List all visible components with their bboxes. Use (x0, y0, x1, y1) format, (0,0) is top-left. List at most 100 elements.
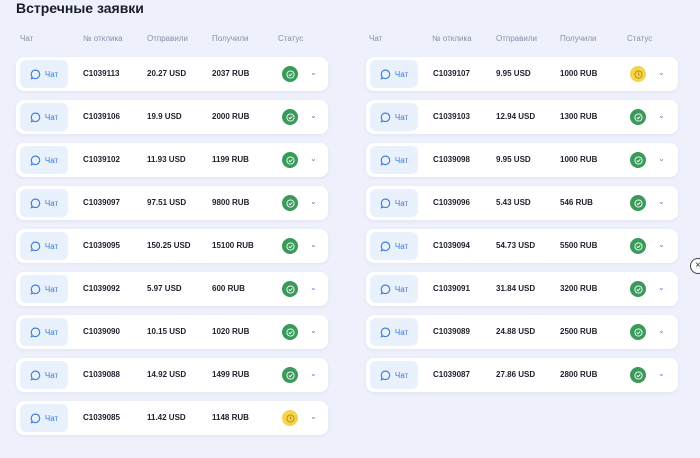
close-icon[interactable]: × (690, 258, 700, 274)
chevron-down-icon[interactable]: ⌄ (310, 68, 317, 77)
chat-label: Чат (394, 327, 409, 337)
chevron-down-icon[interactable]: ⌄ (658, 283, 665, 292)
sent-amount: 5.97 USD (147, 284, 182, 293)
chevron-down-icon[interactable]: ⌄ (658, 68, 665, 77)
chat-button[interactable]: Чат (20, 232, 68, 260)
chat-bubble-icon (380, 198, 391, 209)
sent-amount: 12.94 USD (496, 112, 536, 121)
response-number: C1039098 (433, 155, 470, 164)
chat-button[interactable]: Чат (370, 189, 418, 217)
chevron-down-icon[interactable]: ⌄ (658, 240, 665, 249)
chevron-down-icon[interactable]: ⌄ (310, 111, 317, 120)
page-title: Встречные заявки (16, 0, 144, 16)
chat-button[interactable]: Чат (370, 60, 418, 88)
received-amount: 1148 RUB (212, 413, 249, 422)
chat-button[interactable]: Чат (370, 232, 418, 260)
column-header-response-number: № отклика (83, 34, 123, 43)
chevron-down-icon[interactable]: ⌄ (658, 111, 665, 120)
table-row[interactable]: Чат C1039102 11.93 USD 1199 RUB ⌄ (16, 143, 328, 177)
chat-button[interactable]: Чат (370, 146, 418, 174)
table-row[interactable]: Чат C1039085 11.42 USD 1148 RUB ⌄ (16, 401, 328, 435)
table-row[interactable]: Чат C1039097 97.51 USD 9800 RUB ⌄ (16, 186, 328, 220)
column-header-chat: Чат (20, 34, 34, 43)
column-header-received: Получили (560, 34, 597, 43)
chat-bubble-icon (380, 327, 391, 338)
response-number: C1039091 (433, 284, 470, 293)
column-header-received: Получили (212, 34, 249, 43)
table-row[interactable]: Чат C1039087 27.86 USD 2800 RUB ⌄ (366, 358, 678, 392)
chat-bubble-icon (380, 155, 391, 166)
chat-bubble-icon (30, 370, 41, 381)
sent-amount: 97.51 USD (147, 198, 187, 207)
column-header-sent: Отправили (147, 34, 188, 43)
chat-button[interactable]: Чат (20, 404, 68, 432)
chevron-down-icon[interactable]: ⌄ (310, 283, 317, 292)
table-row[interactable]: Чат C1039092 5.97 USD 600 RUB ⌄ (16, 272, 328, 306)
table-row[interactable]: Чат C1039094 54.73 USD 5500 RUB ⌄ (366, 229, 678, 263)
response-number: C1039095 (83, 241, 120, 250)
table-row[interactable]: Чат C1039113 20.27 USD 2037 RUB ⌄ (16, 57, 328, 91)
response-number: C1039106 (83, 112, 120, 121)
chat-button[interactable]: Чат (370, 103, 418, 131)
check-circle-icon (282, 195, 298, 211)
chevron-down-icon[interactable]: ⌄ (310, 197, 317, 206)
sent-amount: 14.92 USD (147, 370, 187, 379)
response-number: C1039113 (83, 69, 120, 78)
table-row[interactable]: Чат C1039103 12.94 USD 1300 RUB ⌄ (366, 100, 678, 134)
chevron-down-icon[interactable]: ⌄ (310, 326, 317, 335)
chat-button[interactable]: Чат (370, 318, 418, 346)
sent-amount: 24.88 USD (496, 327, 536, 336)
table-row[interactable]: Чат C1039090 10.15 USD 1020 RUB ⌄ (16, 315, 328, 349)
check-circle-icon (282, 324, 298, 340)
chat-label: Чат (394, 198, 409, 208)
chevron-down-icon[interactable]: ⌄ (310, 412, 317, 421)
chat-button[interactable]: Чат (20, 275, 68, 303)
table-row[interactable]: Чат C1039106 19.9 USD 2000 RUB ⌄ (16, 100, 328, 134)
sent-amount: 10.15 USD (147, 327, 187, 336)
chat-button[interactable]: Чат (370, 275, 418, 303)
table-row[interactable]: Чат C1039089 24.88 USD 2500 RUB ⌄ (366, 315, 678, 349)
chevron-down-icon[interactable]: ⌄ (310, 369, 317, 378)
received-amount: 5500 RUB (560, 241, 598, 250)
table-row[interactable]: Чат C1039095 150.25 USD 15100 RUB ⌄ (16, 229, 328, 263)
table-row[interactable]: Чат C1039088 14.92 USD 1499 RUB ⌄ (16, 358, 328, 392)
received-amount: 1000 RUB (560, 69, 598, 78)
chat-button[interactable]: Чат (20, 361, 68, 389)
chat-bubble-icon (30, 327, 41, 338)
chat-button[interactable]: Чат (20, 146, 68, 174)
chat-button[interactable]: Чат (20, 103, 68, 131)
chat-button[interactable]: Чат (20, 318, 68, 346)
chat-button[interactable]: Чат (20, 189, 68, 217)
chat-button[interactable]: Чат (20, 60, 68, 88)
sent-amount: 150.25 USD (147, 241, 191, 250)
chevron-down-icon[interactable]: ⌄ (658, 369, 665, 378)
table-row[interactable]: Чат C1039096 5.43 USD 546 RUB ⌄ (366, 186, 678, 220)
response-number: C1039107 (433, 69, 470, 78)
chevron-down-icon[interactable]: ⌄ (658, 326, 665, 335)
chat-label: Чат (394, 241, 409, 251)
received-amount: 3200 RUB (560, 284, 598, 293)
table-row[interactable]: Чат C1039091 31.84 USD 3200 RUB ⌄ (366, 272, 678, 306)
chat-bubble-icon (380, 69, 391, 80)
chevron-down-icon[interactable]: ⌄ (310, 154, 317, 163)
check-circle-icon (630, 152, 646, 168)
chat-button[interactable]: Чат (370, 361, 418, 389)
chat-label: Чат (44, 284, 59, 294)
check-circle-icon (630, 195, 646, 211)
check-circle-icon (282, 238, 298, 254)
sent-amount: 9.95 USD (496, 69, 531, 78)
sent-amount: 5.43 USD (496, 198, 531, 207)
check-circle-icon (282, 109, 298, 125)
table-row[interactable]: Чат C1039107 9.95 USD 1000 RUB ⌄ (366, 57, 678, 91)
chevron-down-icon[interactable]: ⌄ (310, 240, 317, 249)
received-amount: 1300 RUB (560, 112, 598, 121)
chat-bubble-icon (30, 69, 41, 80)
column-header-status: Статус (278, 34, 304, 43)
chat-label: Чат (394, 69, 409, 79)
received-amount: 1020 RUB (212, 327, 250, 336)
table-row[interactable]: Чат C1039098 9.95 USD 1000 RUB ⌄ (366, 143, 678, 177)
chevron-down-icon[interactable]: ⌄ (658, 197, 665, 206)
sent-amount: 31.84 USD (496, 284, 536, 293)
chevron-down-icon[interactable]: ⌄ (658, 154, 665, 163)
chat-label: Чат (394, 112, 409, 122)
